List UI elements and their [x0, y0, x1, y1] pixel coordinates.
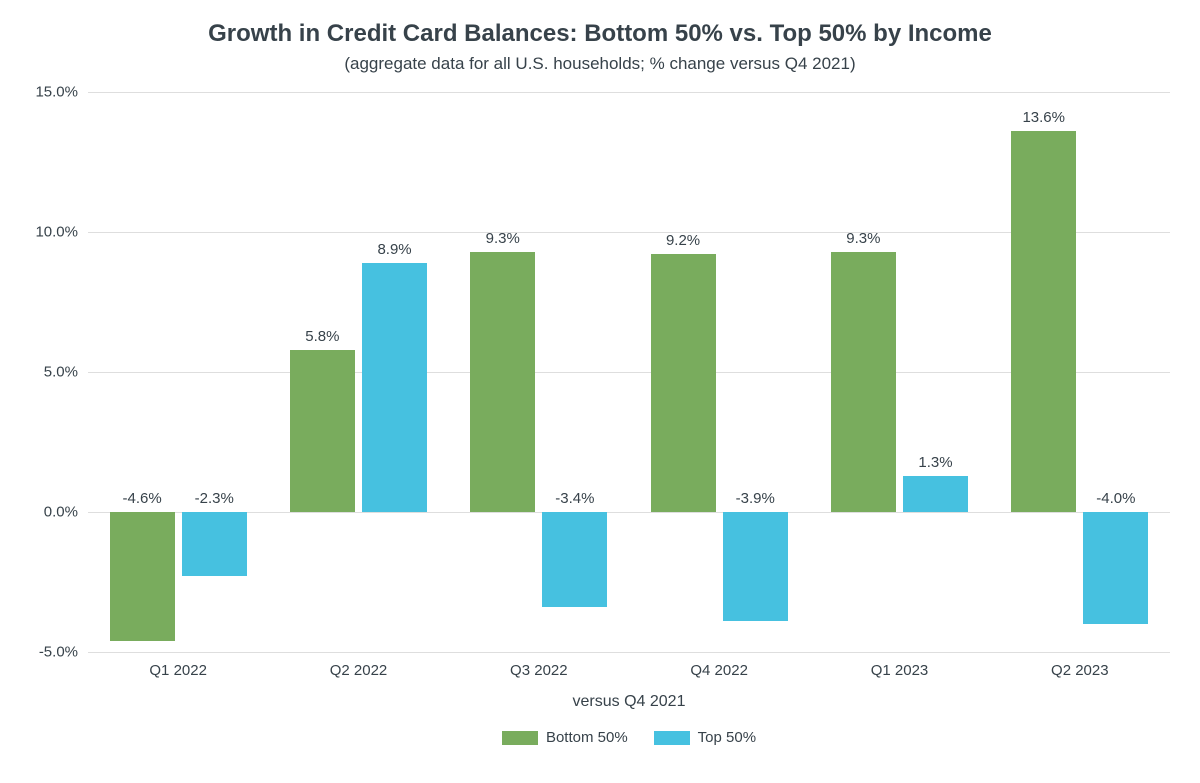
bar-group: 9.3%-3.4%	[449, 92, 629, 652]
bar: -4.6%	[110, 512, 175, 641]
bar: -4.0%	[1083, 512, 1148, 624]
x-tick-label: Q2 2023	[990, 662, 1170, 679]
legend-item: Bottom 50%	[502, 729, 628, 746]
bar-value-label: -3.9%	[723, 490, 788, 507]
bar-group: 5.8%8.9%	[268, 92, 448, 652]
plot-area: -5.0%0.0%5.0%10.0%15.0%-4.6%-2.3%5.8%8.9…	[88, 92, 1170, 652]
bar-value-label: -4.6%	[110, 490, 175, 507]
bar: -3.4%	[542, 512, 607, 607]
chart-container: Growth in Credit Card Balances: Bottom 5…	[0, 0, 1200, 783]
bar: 13.6%	[1011, 131, 1076, 512]
bar-value-label: 8.9%	[362, 241, 427, 258]
bar-group: 9.2%-3.9%	[629, 92, 809, 652]
x-tick-label: Q3 2022	[449, 662, 629, 679]
bar: -3.9%	[723, 512, 788, 621]
bar: 9.3%	[831, 252, 896, 512]
x-tick-label: Q2 2022	[268, 662, 448, 679]
legend-item: Top 50%	[654, 729, 756, 746]
bars: -4.6%-2.3%5.8%8.9%9.3%-3.4%9.2%-3.9%9.3%…	[88, 92, 1170, 652]
x-axis-labels: Q1 2022Q2 2022Q3 2022Q4 2022Q1 2023Q2 20…	[88, 662, 1170, 679]
bar-value-label: 9.3%	[831, 230, 896, 247]
chart-subtitle: (aggregate data for all U.S. households;…	[30, 54, 1170, 74]
x-axis-title: versus Q4 2021	[88, 693, 1170, 711]
bar: 1.3%	[903, 476, 968, 512]
x-tick-label: Q4 2022	[629, 662, 809, 679]
bar-group: -4.6%-2.3%	[88, 92, 268, 652]
y-tick-label: 5.0%	[44, 364, 78, 381]
bar: -2.3%	[182, 512, 247, 576]
bar: 5.8%	[290, 350, 355, 512]
y-tick-label: 10.0%	[35, 224, 78, 241]
bar-value-label: -4.0%	[1083, 490, 1148, 507]
legend-label: Bottom 50%	[546, 729, 628, 746]
bar-value-label: 5.8%	[290, 328, 355, 345]
legend: Bottom 50% Top 50%	[88, 729, 1170, 746]
bar-group: 13.6%-4.0%	[990, 92, 1170, 652]
legend-label: Top 50%	[698, 729, 756, 746]
bar-value-label: 9.2%	[651, 232, 716, 249]
bar-value-label: 13.6%	[1011, 109, 1076, 126]
y-tick-label: 0.0%	[44, 504, 78, 521]
bar: 9.3%	[470, 252, 535, 512]
bar: 9.2%	[651, 254, 716, 512]
gridline	[88, 652, 1170, 653]
bar-value-label: 1.3%	[903, 454, 968, 471]
chart-title: Growth in Credit Card Balances: Bottom 5…	[30, 20, 1170, 48]
y-tick-label: 15.0%	[35, 84, 78, 101]
bar-value-label: -2.3%	[182, 490, 247, 507]
bar: 8.9%	[362, 263, 427, 512]
legend-swatch	[654, 731, 690, 745]
x-tick-label: Q1 2022	[88, 662, 268, 679]
bar-group: 9.3%1.3%	[809, 92, 989, 652]
x-tick-label: Q1 2023	[809, 662, 989, 679]
bar-value-label: 9.3%	[470, 230, 535, 247]
legend-swatch	[502, 731, 538, 745]
bar-value-label: -3.4%	[542, 490, 607, 507]
y-tick-label: -5.0%	[39, 644, 78, 661]
